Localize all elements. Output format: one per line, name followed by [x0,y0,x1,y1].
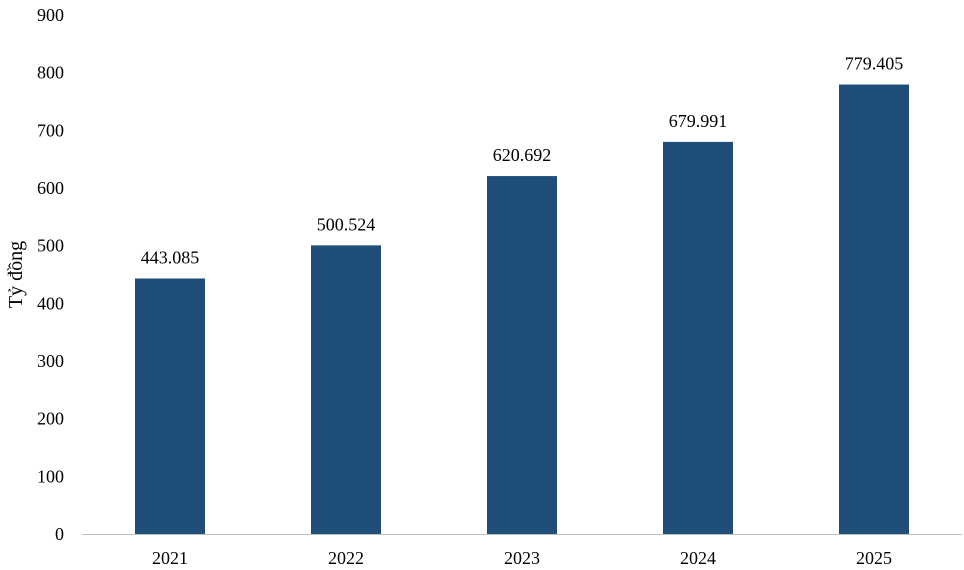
data-label-2021: 443.085 [141,247,200,267]
y-axis-title: Tỷ đồng [5,241,27,308]
x-tick-label: 2024 [680,548,716,568]
y-tick-label: 600 [37,178,64,198]
bar-2025 [839,84,909,534]
data-label-2023: 620.692 [493,145,552,165]
data-labels-group: 443.085 500.524 620.692 679.991 779.405 [141,54,904,268]
x-tick-label: 2022 [328,548,364,568]
y-tick-label: 100 [37,466,64,486]
bar-2024 [663,141,733,534]
y-tick-label: 300 [37,351,64,371]
bars-group [135,84,909,534]
bar-2021 [135,278,205,534]
y-tick-label: 700 [37,120,64,140]
y-tick-label: 0 [55,524,64,544]
y-tick-label: 500 [37,236,64,256]
x-tick-label: 2023 [504,548,540,568]
y-tick-label: 200 [37,409,64,429]
x-tick-label: 2025 [856,548,892,568]
y-axis-ticks: 0 100 200 300 400 500 600 700 800 900 [37,5,64,544]
bar-2023 [487,176,557,534]
y-tick-label: 400 [37,293,64,313]
data-label-2022: 500.524 [317,214,376,234]
data-label-2024: 679.991 [669,111,728,131]
y-tick-label: 900 [37,5,64,25]
x-axis-ticks: 2021 2022 2023 2024 2025 [152,548,892,568]
data-label-2025: 779.405 [845,54,904,74]
x-tick-label: 2021 [152,548,188,568]
y-tick-label: 800 [37,63,64,83]
bar-2022 [311,245,381,534]
